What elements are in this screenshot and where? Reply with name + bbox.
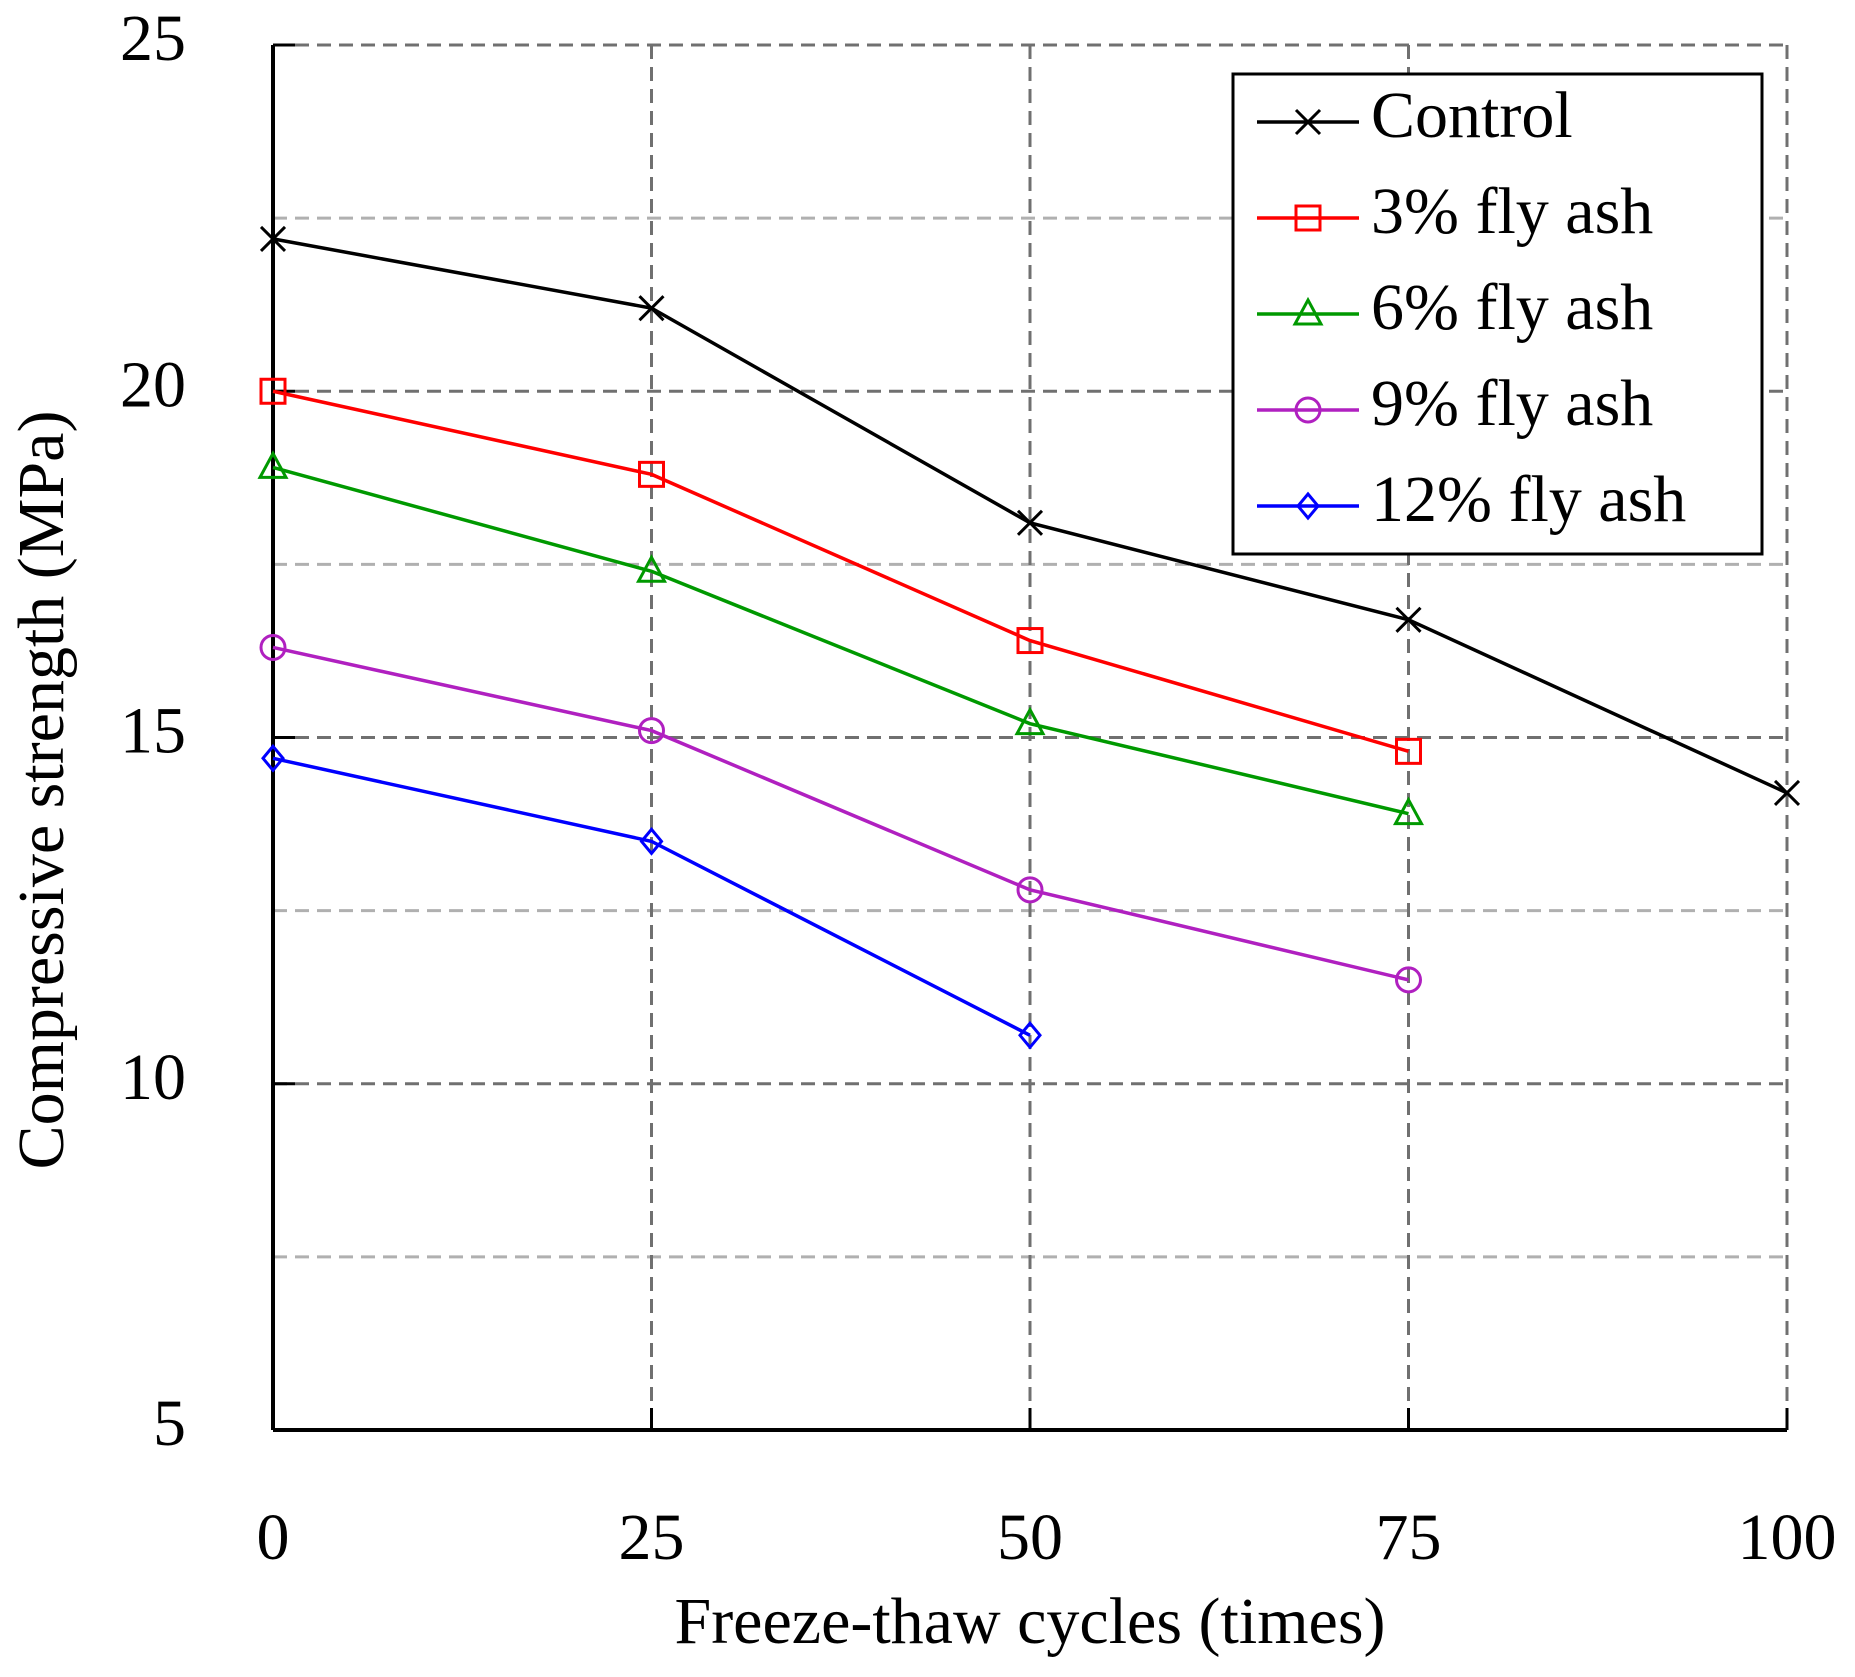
y-tick-label: 20 xyxy=(120,348,186,421)
marker xyxy=(1016,627,1044,655)
legend-label: Control xyxy=(1371,79,1573,152)
marker xyxy=(1773,779,1801,806)
x-tick-label: 0 xyxy=(257,1501,290,1574)
legend-marker xyxy=(1294,108,1322,136)
marker xyxy=(638,295,665,322)
x-tick-label: 75 xyxy=(1376,1501,1442,1574)
legend-marker xyxy=(1292,296,1324,326)
x-tick-label: 100 xyxy=(1738,1501,1837,1574)
legend-label: 3% fly ash xyxy=(1371,175,1653,248)
series-line xyxy=(272,389,1409,754)
legend-label: 12% fly ash xyxy=(1371,463,1686,536)
marker xyxy=(638,460,665,488)
series-line xyxy=(272,645,1409,982)
series-line xyxy=(272,756,1031,1037)
legend-marker xyxy=(1294,396,1322,424)
y-axis-label: Compressive strength (MPa) xyxy=(5,411,78,1170)
marker xyxy=(1016,876,1044,904)
marker xyxy=(259,377,287,405)
legend-label: 9% fly ash xyxy=(1371,367,1653,440)
marker xyxy=(1018,1020,1042,1050)
x-tick-label: 50 xyxy=(997,1501,1063,1574)
marker xyxy=(1016,509,1044,536)
marker xyxy=(261,743,285,773)
legend-marker xyxy=(1294,204,1322,232)
marker xyxy=(639,827,664,856)
x-tick-label: 25 xyxy=(619,1501,685,1574)
legend-label: 6% fly ash xyxy=(1371,271,1653,344)
marker xyxy=(259,633,287,661)
marker xyxy=(259,225,287,252)
x-axis-label: Freeze-thaw cycles (times) xyxy=(675,1585,1386,1658)
marker xyxy=(1014,706,1046,736)
marker xyxy=(1395,606,1422,633)
y-tick-label: 5 xyxy=(153,1387,186,1460)
marker xyxy=(1392,796,1425,826)
y-tick-label: 10 xyxy=(120,1041,186,1114)
legend-marker xyxy=(1296,491,1320,521)
marker xyxy=(1395,737,1422,765)
y-tick-label: 15 xyxy=(120,695,186,768)
series-line xyxy=(272,465,1409,816)
marker xyxy=(257,450,289,479)
marker xyxy=(635,554,668,583)
y-tick-label: 25 xyxy=(120,2,186,75)
marker xyxy=(1395,966,1422,994)
marker xyxy=(638,717,665,745)
